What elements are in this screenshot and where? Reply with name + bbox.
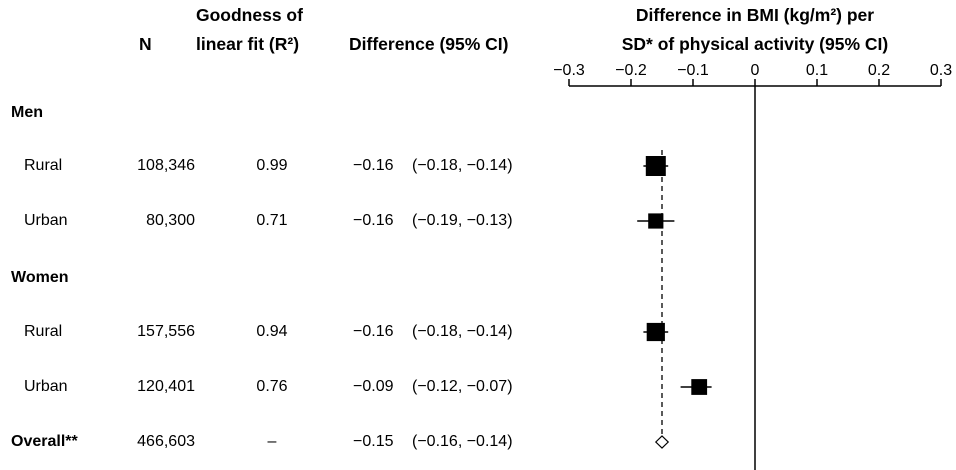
x-axis-tick-label: −0.2 xyxy=(615,62,647,79)
row-ci: (−0.12, −0.07) xyxy=(412,378,513,395)
row-diff: −0.16 xyxy=(353,157,394,174)
row-r2: 0.71 xyxy=(256,212,288,229)
row-r2: 0.99 xyxy=(256,157,288,174)
overall-diamond xyxy=(654,435,670,449)
row-n: 120,401 xyxy=(137,378,195,395)
overall-r2: – xyxy=(267,433,277,450)
row-label: Urban xyxy=(24,212,68,229)
row-r2: 0.76 xyxy=(256,378,288,395)
row-diff: −0.16 xyxy=(353,212,394,229)
x-axis-tick-label: −0.3 xyxy=(553,62,585,79)
x-axis-tick-label: 0.2 xyxy=(868,62,890,79)
point-estimate-square xyxy=(648,213,664,229)
row-r2: 0.94 xyxy=(256,323,288,340)
row-diff: −0.09 xyxy=(353,378,394,395)
x-axis-tick-label: 0.1 xyxy=(806,62,828,79)
point-estimate-square xyxy=(645,156,666,176)
row-diff: −0.16 xyxy=(353,323,394,340)
x-axis-tick-label: 0.3 xyxy=(930,62,952,79)
point-estimate-square xyxy=(691,379,708,395)
r2-header-line2: linear fit (R²) xyxy=(196,34,300,54)
overall-label: Overall** xyxy=(11,433,78,450)
overall-ci: (−0.16, −0.14) xyxy=(412,433,513,450)
row-n: 80,300 xyxy=(146,212,195,229)
row-n: 157,556 xyxy=(137,323,195,340)
overall-n: 466,603 xyxy=(137,433,195,450)
r2-header-line1: Goodness of xyxy=(196,5,303,25)
group-label-men: Men xyxy=(11,104,43,121)
row-label: Rural xyxy=(24,323,63,340)
diff-header: Difference (95% CI) xyxy=(349,34,509,54)
n-header: N xyxy=(139,34,152,54)
group-label-women: Women xyxy=(11,269,69,286)
row-label: Urban xyxy=(24,378,68,395)
overall-diff: −0.15 xyxy=(353,433,394,450)
row-ci: (−0.18, −0.14) xyxy=(412,157,513,174)
x-axis-tick-label: −0.1 xyxy=(677,62,709,79)
plot-header-line2: SD* of physical activity (95% CI) xyxy=(621,34,889,54)
x-axis-tick-label: 0 xyxy=(751,62,760,79)
point-estimate-square xyxy=(646,322,665,342)
row-ci: (−0.19, −0.13) xyxy=(412,212,513,229)
row-n: 108,346 xyxy=(137,157,195,174)
row-ci: (−0.18, −0.14) xyxy=(412,323,513,340)
plot-header-line1: Difference in BMI (kg/m²) per xyxy=(635,5,875,25)
row-label: Rural xyxy=(24,157,63,174)
